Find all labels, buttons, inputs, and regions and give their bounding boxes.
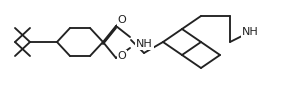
- Text: NH: NH: [136, 39, 153, 49]
- Text: O: O: [118, 15, 126, 25]
- Text: O: O: [118, 51, 126, 61]
- Text: NH: NH: [242, 27, 259, 37]
